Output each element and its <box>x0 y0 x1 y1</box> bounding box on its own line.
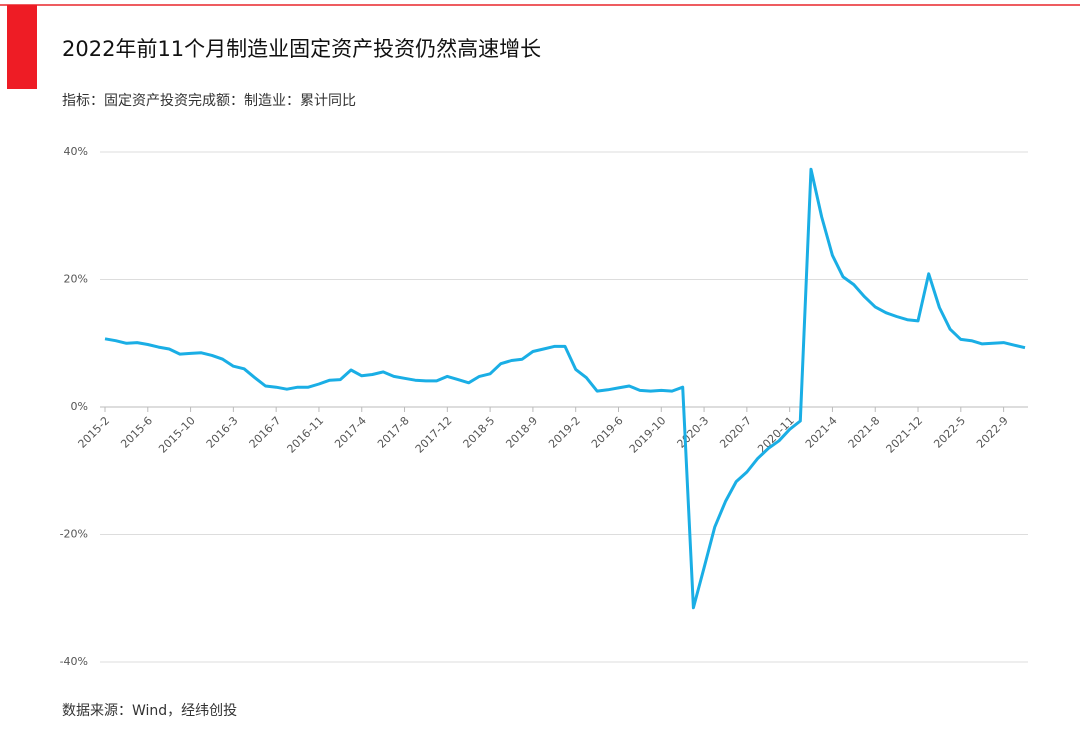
x-tick-label: 2017-8 <box>375 414 412 451</box>
y-tick-label: 0% <box>71 400 88 413</box>
x-tick-label: 2019-6 <box>589 414 626 451</box>
data-line <box>104 167 1026 610</box>
x-tick-label: 2021-12 <box>884 414 926 456</box>
y-tick-label: 20% <box>64 273 88 286</box>
x-tick-label: 2019-10 <box>627 414 669 456</box>
y-tick-label: -20% <box>60 528 88 541</box>
x-tick-label: 2019-2 <box>546 414 583 451</box>
x-tick-label: 2021-4 <box>803 414 840 451</box>
x-tick-label: 2016-7 <box>247 414 284 451</box>
x-tick-label: 2017-12 <box>413 414 455 456</box>
x-tick-label: 2022-9 <box>974 414 1011 451</box>
x-tick-label: 2015-2 <box>75 414 112 451</box>
chart-subtitle: 指标：固定资产投资完成额：制造业：累计同比 <box>62 93 356 109</box>
x-tick-label: 2020-3 <box>675 414 712 451</box>
y-tick-label: 40% <box>64 145 88 158</box>
x-tick-label: 2021-8 <box>846 414 883 451</box>
x-tick-label: 2018-5 <box>461 414 498 451</box>
accent-bar <box>7 5 37 89</box>
x-tick-label: 2020-11 <box>755 414 797 456</box>
x-tick-label: 2020-7 <box>717 414 754 451</box>
y-tick-label: -40% <box>60 655 88 668</box>
x-tick-label: 2018-9 <box>503 414 540 451</box>
x-tick-label: 2016-11 <box>284 414 326 456</box>
x-tick-label: 2017-4 <box>332 414 369 451</box>
x-tick-label: 2016-3 <box>204 414 241 451</box>
x-tick-label: 2022-5 <box>931 414 968 451</box>
x-tick-label: 2015-6 <box>118 414 155 451</box>
source-note: 数据来源：Wind，经纬创投 <box>62 703 237 719</box>
x-tick-label: 2015-10 <box>156 414 198 456</box>
chart-title: 2022年前11个月制造业固定资产投资仍然高速增长 <box>62 37 541 61</box>
